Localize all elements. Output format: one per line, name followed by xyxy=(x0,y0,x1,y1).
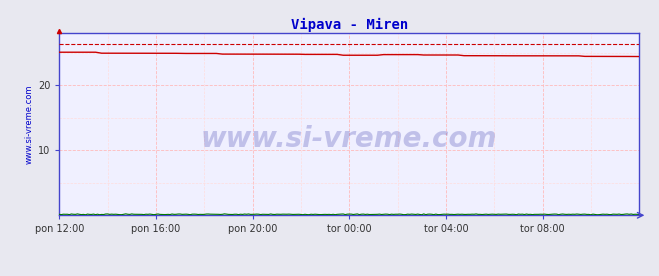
Text: www.si-vreme.com: www.si-vreme.com xyxy=(201,125,498,153)
Title: Vipava - Miren: Vipava - Miren xyxy=(291,18,408,32)
Legend: temperatura[C], pretok[m3/s]: temperatura[C], pretok[m3/s] xyxy=(292,275,407,276)
Y-axis label: www.si-vreme.com: www.si-vreme.com xyxy=(25,84,34,164)
